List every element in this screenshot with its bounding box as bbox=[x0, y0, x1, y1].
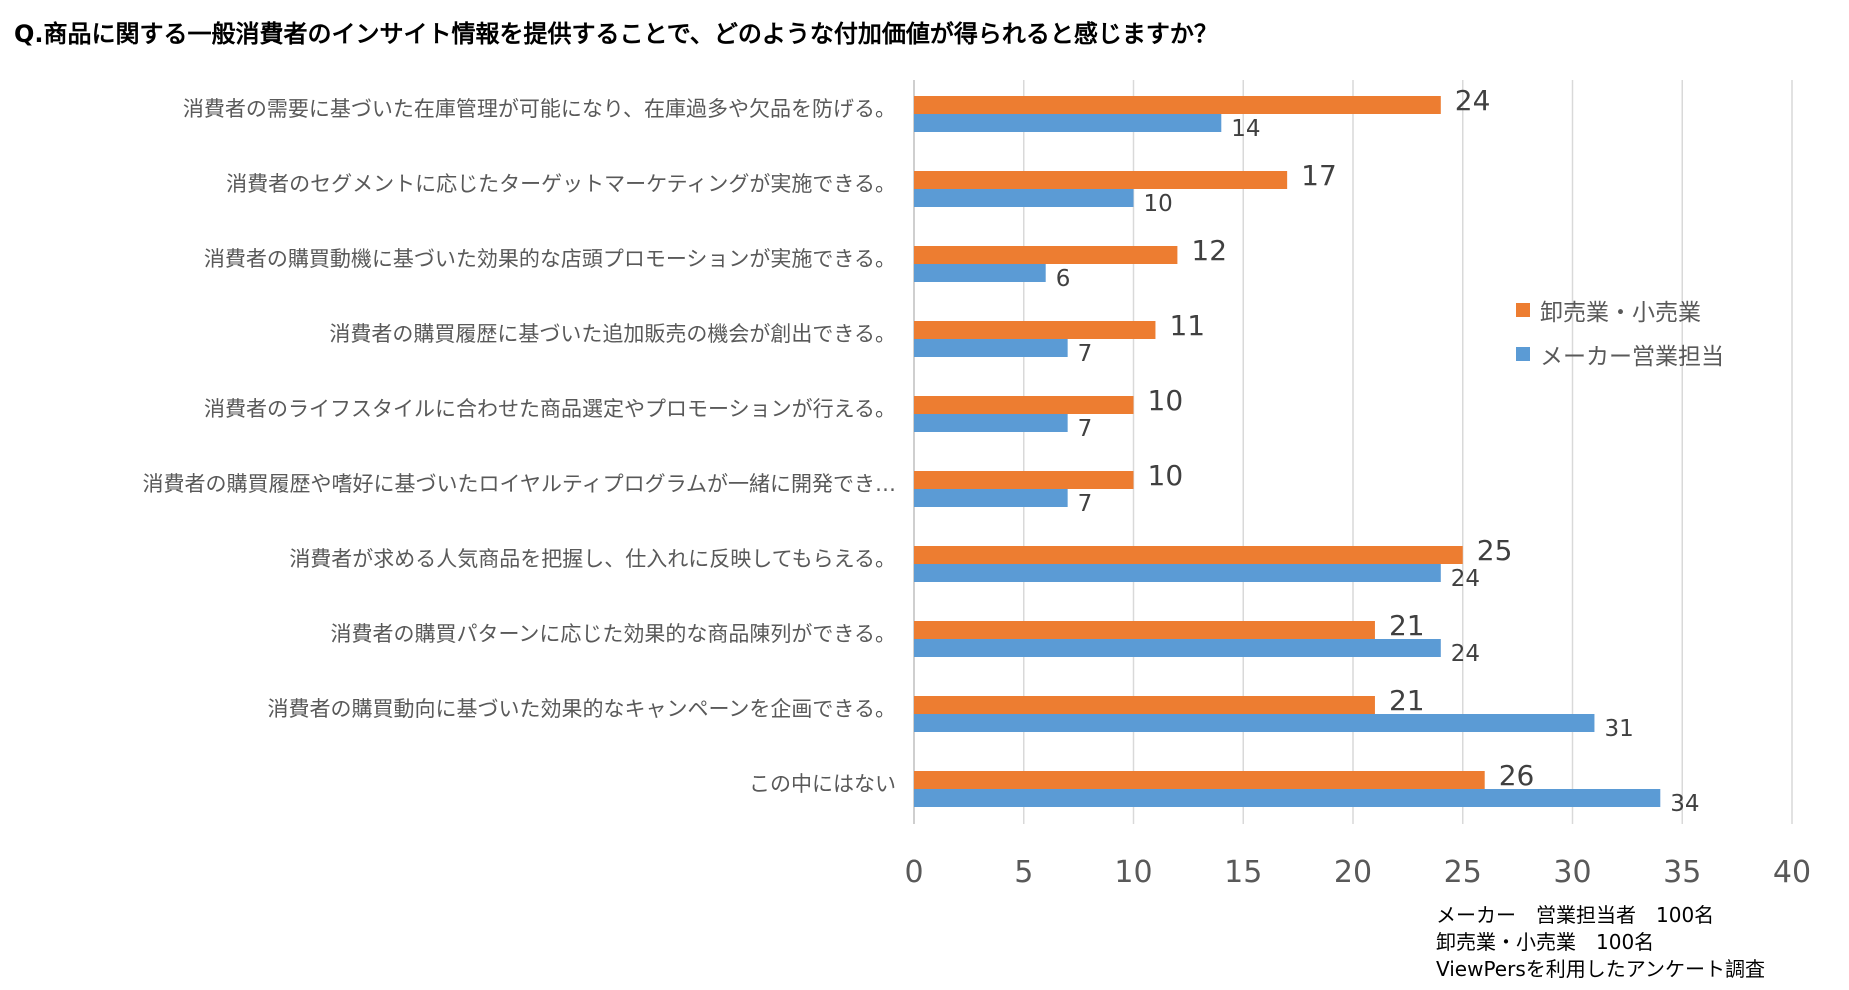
bar-wholesale-5 bbox=[914, 471, 1134, 489]
bar-maker-0 bbox=[914, 114, 1222, 132]
data-label-maker-0: 14 bbox=[1231, 116, 1260, 142]
legend-item-maker: メーカー営業担当 bbox=[1516, 332, 1724, 376]
data-label-wholesale-8: 21 bbox=[1389, 684, 1425, 717]
tick-label-25: 25 bbox=[1444, 855, 1482, 890]
data-label-wholesale-6: 25 bbox=[1477, 534, 1513, 567]
category-label-7: 消費者の購買パターンに応じた効果的な商品陳列ができる。 bbox=[330, 622, 896, 646]
tick-label-5: 5 bbox=[1014, 855, 1033, 890]
legend-swatch-maker bbox=[1516, 347, 1530, 361]
legend-label-maker: メーカー営業担当 bbox=[1540, 344, 1724, 370]
category-label-5: 消費者の購買履歴や嗜好に基づいたロイヤルティプログラムが一緒に開発でき… bbox=[143, 472, 896, 496]
bar-maker-9 bbox=[914, 789, 1661, 807]
data-label-maker-1: 10 bbox=[1144, 191, 1173, 217]
bar-wholesale-7 bbox=[914, 621, 1375, 639]
legend-swatch-wholesale bbox=[1516, 303, 1530, 317]
category-label-1: 消費者のセグメントに応じたターゲットマーケティングが実施できる。 bbox=[226, 172, 896, 196]
bar-wholesale-9 bbox=[914, 771, 1485, 789]
bar-wholesale-0 bbox=[914, 96, 1441, 114]
data-label-maker-7: 24 bbox=[1451, 641, 1480, 667]
legend-label-wholesale: 卸売業・小売業 bbox=[1540, 300, 1701, 326]
chart-title: Q.商品に関する一般消費者のインサイト情報を提供することで、どのような付加価値が… bbox=[14, 20, 1218, 48]
data-label-maker-9: 34 bbox=[1670, 791, 1699, 817]
data-label-wholesale-4: 10 bbox=[1148, 384, 1184, 417]
survey-note: メーカー 営業担当者 100名 卸売業・小売業 100名 ViewPersを利用… bbox=[1436, 902, 1765, 983]
legend-item-wholesale: 卸売業・小売業 bbox=[1516, 288, 1724, 332]
data-label-maker-5: 7 bbox=[1078, 491, 1093, 517]
bar-maker-1 bbox=[914, 189, 1134, 207]
data-label-wholesale-1: 17 bbox=[1301, 159, 1337, 192]
tick-label-10: 10 bbox=[1114, 855, 1152, 890]
bar-wholesale-2 bbox=[914, 246, 1178, 264]
bar-wholesale-4 bbox=[914, 396, 1134, 414]
tick-label-30: 30 bbox=[1553, 855, 1591, 890]
note-line-3: ViewPersを利用したアンケート調査 bbox=[1436, 957, 1765, 981]
data-label-wholesale-5: 10 bbox=[1148, 459, 1184, 492]
bar-maker-3 bbox=[914, 339, 1068, 357]
tick-label-0: 0 bbox=[904, 855, 923, 890]
category-label-4: 消費者のライフスタイルに合わせた商品選定やプロモーションが行える。 bbox=[204, 397, 896, 421]
data-label-wholesale-2: 12 bbox=[1191, 234, 1227, 267]
legend: 卸売業・小売業 メーカー営業担当 bbox=[1516, 288, 1724, 376]
category-label-2: 消費者の購買動機に基づいた効果的な店頭プロモーションが実施できる。 bbox=[204, 247, 896, 271]
bar-maker-6 bbox=[914, 564, 1441, 582]
data-label-maker-3: 7 bbox=[1078, 341, 1093, 367]
data-label-wholesale-0: 24 bbox=[1455, 84, 1491, 117]
data-label-wholesale-9: 26 bbox=[1499, 759, 1535, 792]
category-label-3: 消費者の購買履歴に基づいた追加販売の機会が創出できる。 bbox=[329, 322, 896, 346]
bar-maker-7 bbox=[914, 639, 1441, 657]
data-label-maker-4: 7 bbox=[1078, 416, 1093, 442]
data-label-maker-8: 31 bbox=[1604, 716, 1633, 742]
bar-wholesale-8 bbox=[914, 696, 1375, 714]
note-line-1: メーカー 営業担当者 100名 bbox=[1436, 903, 1715, 927]
category-label-9: この中にはない bbox=[749, 772, 896, 796]
bar-maker-8 bbox=[914, 714, 1595, 732]
bar-wholesale-6 bbox=[914, 546, 1463, 564]
category-labels: 消費者の需要に基づいた在庫管理が可能になり、在庫過多や欠品を防げる。消費者のセグ… bbox=[143, 97, 896, 796]
tick-label-15: 15 bbox=[1224, 855, 1262, 890]
bar-maker-4 bbox=[914, 414, 1068, 432]
data-label-wholesale-3: 11 bbox=[1169, 309, 1205, 342]
bar-maker-5 bbox=[914, 489, 1068, 507]
category-label-8: 消費者の購買動向に基づいた効果的なキャンペーンを企画できる。 bbox=[267, 697, 896, 721]
tick-label-40: 40 bbox=[1773, 855, 1811, 890]
tick-label-20: 20 bbox=[1334, 855, 1372, 890]
category-label-0: 消費者の需要に基づいた在庫管理が可能になり、在庫過多や欠品を防げる。 bbox=[183, 97, 896, 121]
tick-label-35: 35 bbox=[1663, 855, 1701, 890]
bar-wholesale-3 bbox=[914, 321, 1156, 339]
category-label-6: 消費者が求める人気商品を把握し、仕入れに反映してもらえる。 bbox=[289, 547, 896, 571]
data-label-maker-6: 24 bbox=[1451, 566, 1480, 592]
note-line-2: 卸売業・小売業 100名 bbox=[1436, 930, 1655, 954]
bar-maker-2 bbox=[914, 264, 1046, 282]
bar-wholesale-1 bbox=[914, 171, 1288, 189]
data-label-wholesale-7: 21 bbox=[1389, 609, 1425, 642]
data-label-maker-2: 6 bbox=[1056, 266, 1071, 292]
tick-labels: 0 5 10 15 20 25 30 35 40 bbox=[904, 855, 1811, 890]
